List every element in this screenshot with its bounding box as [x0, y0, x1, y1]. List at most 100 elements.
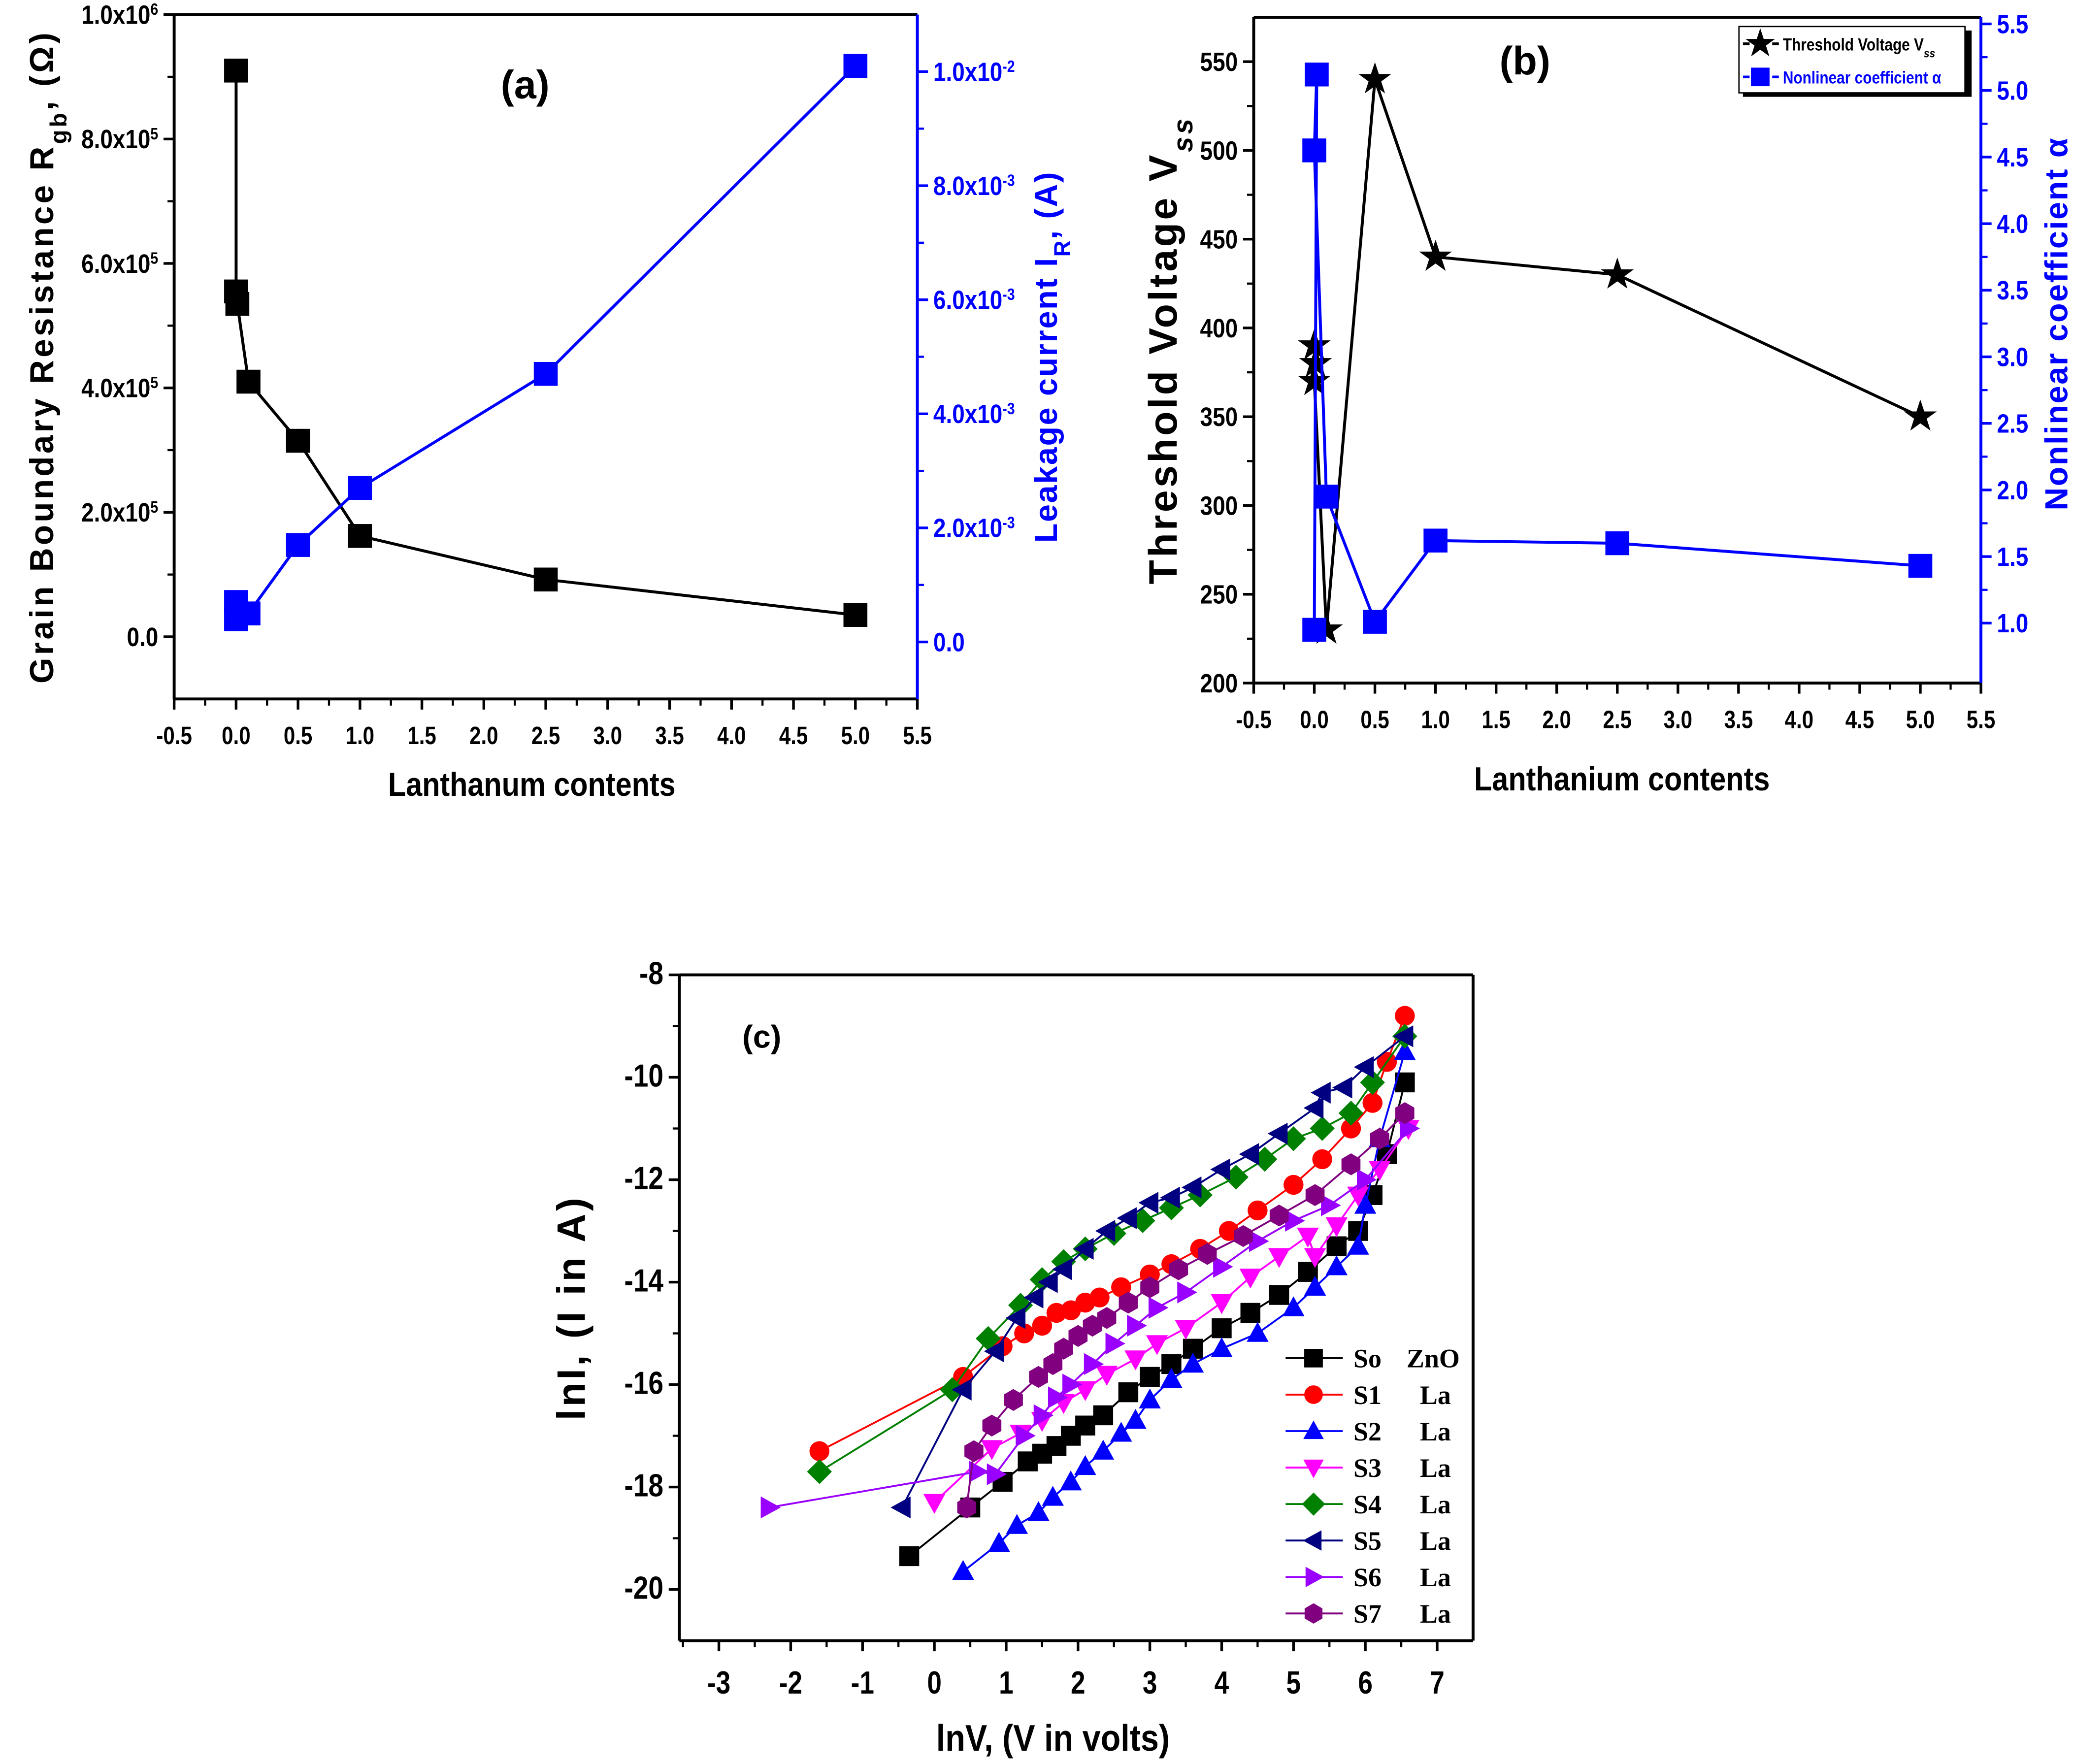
- data-point: [1016, 1425, 1036, 1447]
- y-tick-label-part: 350: [1200, 402, 1238, 432]
- data-point: [1311, 1081, 1331, 1104]
- y-tick-label-part: 5: [150, 249, 158, 267]
- legend-material-part: La: [1420, 1599, 1451, 1629]
- data-point: [1027, 1501, 1050, 1521]
- data-point: [1362, 1093, 1383, 1113]
- data-point: [1093, 1405, 1114, 1426]
- y-axis-title-part: Grain Boundary Resistance R: [24, 144, 61, 684]
- x-tick-label-part: 2.5: [531, 721, 560, 750]
- x-tick-label-part: 0.0: [222, 721, 250, 750]
- legend-label-part: S4: [1353, 1490, 1382, 1519]
- y-tick-label-part: 5: [150, 373, 158, 392]
- data-point: [988, 1532, 1010, 1552]
- data-point: [1321, 1194, 1341, 1216]
- y-tick-label-part: 4.0x10: [81, 373, 150, 403]
- legend-label-part: Nonlinear coefficient α: [1783, 68, 1942, 87]
- y2-tick-label-part: 1.0x10: [933, 57, 1002, 87]
- x-tick-label-part: 5: [1286, 1665, 1301, 1700]
- x-tick-label-part: 1: [999, 1665, 1014, 1700]
- data-point: [1160, 1186, 1180, 1209]
- y2-axis-title-part: R: [1049, 239, 1074, 257]
- legend-material-part: La: [1420, 1380, 1451, 1410]
- data-point: [286, 533, 310, 557]
- x-tick-label-part: 2.0: [1542, 706, 1571, 734]
- data-point: [1302, 618, 1326, 642]
- x-tick-label: 0.5: [284, 721, 312, 750]
- data-point: [1605, 531, 1630, 555]
- y-tick-label-part: 200: [1200, 668, 1238, 698]
- legend-marker: [1751, 67, 1770, 87]
- panel-label-part: (b): [1499, 39, 1550, 83]
- x-tick-label-part: -1: [851, 1665, 874, 1700]
- legend-material: La: [1420, 1599, 1451, 1629]
- data-point: [1904, 399, 1937, 431]
- data-point: [1008, 1293, 1033, 1318]
- data-point: [1095, 1220, 1116, 1242]
- legend-label: S3: [1353, 1453, 1382, 1483]
- y2-axis-title-part: , (A): [1028, 171, 1064, 239]
- data-point: [1198, 1243, 1217, 1265]
- data-point: [1341, 1153, 1361, 1176]
- y2-axis-title: Nonlinear coefficient α: [2038, 137, 2074, 511]
- data-point: [1146, 1335, 1168, 1355]
- y2-tick-label: 4.0x10-3: [933, 399, 1015, 429]
- series-s1: [809, 1006, 1415, 1461]
- y2-tick-label-part: -2: [1002, 57, 1015, 75]
- data-point: [1304, 1275, 1326, 1296]
- y-tick-label-part: -20: [624, 1570, 663, 1605]
- x-axis-title-part: lnV, (V in volts): [936, 1718, 1170, 1759]
- x-tick-label-part: 2: [1071, 1665, 1086, 1700]
- legend-label: S7: [1353, 1599, 1382, 1629]
- x-tick-label-part: 2.5: [1603, 706, 1632, 734]
- data-point: [1239, 1269, 1262, 1289]
- panel-label: (c): [742, 1019, 781, 1055]
- data-point: [1419, 239, 1452, 271]
- data-point: [1084, 1353, 1104, 1375]
- x-tick-label: 5.0: [1906, 706, 1935, 734]
- data-point: [224, 59, 248, 83]
- data-point: [1092, 1439, 1115, 1460]
- x-tick-label: 1.0: [1421, 706, 1449, 734]
- x-tick-label: 4.5: [779, 721, 808, 750]
- data-point: [1062, 1373, 1083, 1396]
- y2-tick-label: 4.5: [1997, 142, 2028, 172]
- data-point: [1332, 1077, 1352, 1099]
- x-axis-title-part: Lanthanum contents: [388, 767, 676, 803]
- y2-tick-label-part: 6.0x10: [933, 285, 1002, 315]
- legend-label: So: [1353, 1344, 1382, 1373]
- data-point: [1074, 1455, 1096, 1475]
- data-point: [1394, 1040, 1416, 1060]
- data-point: [1083, 1314, 1102, 1337]
- x-tick-label: 0.0: [222, 721, 250, 750]
- data-point: [1127, 1314, 1147, 1337]
- y2-tick-label: 1.0: [1997, 609, 2028, 638]
- y2-tick-label: 8.0x10-3: [933, 171, 1015, 201]
- legend-label: Threshold Voltage Vss: [1783, 35, 1935, 60]
- legend-material: La: [1420, 1380, 1451, 1410]
- y-tick-label-part: 5: [150, 497, 158, 516]
- legend-box: [1738, 26, 1966, 94]
- x-tick-label: 5.5: [903, 721, 931, 750]
- series-s3: [923, 1120, 1419, 1514]
- y-tick-label-part: 550: [1200, 47, 1238, 77]
- x-tick-label-part: 4.0: [1785, 706, 1813, 734]
- x-tick-label: 0.0: [1300, 706, 1328, 734]
- y2-tick-label-part: 1.5: [1997, 542, 2028, 572]
- y2-tick-label-part: 1.0: [1997, 609, 2028, 638]
- legend-material-part: La: [1420, 1563, 1451, 1592]
- panel-label-part: (c): [742, 1019, 781, 1055]
- y2-tick-label: 1.5: [1997, 542, 2028, 572]
- data-point: [981, 1440, 1003, 1460]
- y-tick-label: -20: [624, 1570, 663, 1605]
- legend-material-part: ZnO: [1407, 1344, 1460, 1373]
- x-tick-label: -3: [707, 1665, 730, 1700]
- data-point: [807, 1459, 832, 1484]
- data-point: [1124, 1409, 1147, 1429]
- data-point: [952, 1560, 974, 1580]
- series-grain-boundary-resistance: [224, 59, 868, 627]
- data-point: [1052, 1258, 1072, 1280]
- x-axis-title: Lanthanum contents: [388, 767, 676, 803]
- x-tick-label: 4.0: [717, 721, 746, 750]
- panel-a-chart: -0.5 0.0 0.5 1.0 1.5 2.0 2.5 3.0 3.5 4.0 4.5 5.0 5.5…: [24, 0, 1075, 803]
- panel-label-part: (a): [501, 63, 550, 107]
